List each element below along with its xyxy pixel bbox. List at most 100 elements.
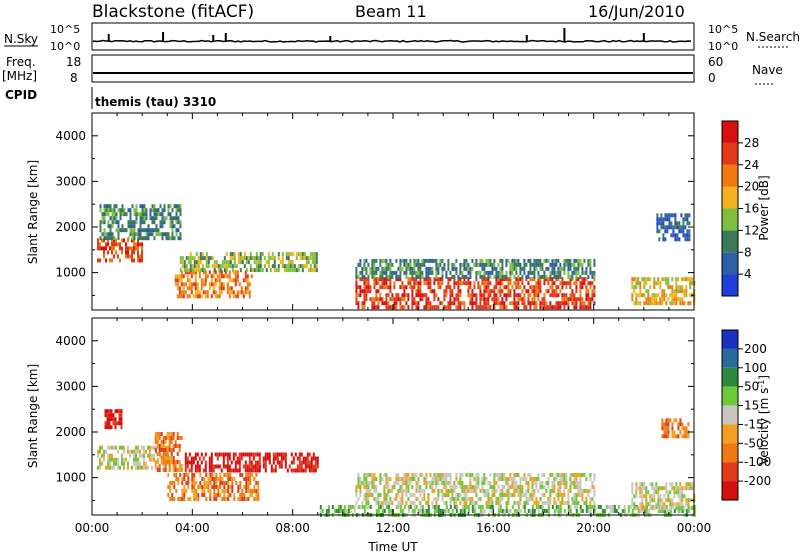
scatter-cell (431, 481, 434, 485)
scatter-cell (199, 481, 202, 485)
scatter-cell (559, 501, 562, 505)
scatter-cell (202, 456, 205, 461)
scatter-cell (259, 264, 262, 269)
scatter-cell (425, 501, 428, 505)
scatter-cell (491, 270, 494, 275)
scatter-cell (689, 301, 692, 306)
scatter-cell (183, 485, 186, 489)
scatter-cell (212, 282, 215, 287)
scatter-cell (451, 497, 454, 501)
scatter-cell (369, 289, 372, 294)
scatter-cell (469, 501, 472, 505)
scatter-cell (365, 285, 368, 290)
scatter-cell (655, 281, 658, 286)
scatter-cell (495, 274, 498, 279)
scatter-cell (180, 464, 183, 468)
scatter-cell (672, 225, 675, 230)
scatter-cell (681, 289, 684, 294)
scatter-cell (97, 238, 99, 243)
scatter-cell (219, 473, 222, 477)
scatter-cell (306, 460, 309, 465)
scatter-cell (200, 294, 203, 299)
scatter-cell (198, 294, 201, 299)
scatter-cell (477, 270, 480, 275)
scatter-cell (383, 493, 386, 497)
scatter-cell (553, 270, 556, 275)
scatter-cell (549, 262, 552, 267)
scatter-cell (575, 301, 578, 306)
scatter-cell (559, 266, 562, 271)
scatter-cell (437, 509, 440, 513)
scatter-cell (475, 293, 478, 298)
scatter-cell (241, 473, 244, 477)
scatter-cell (575, 481, 578, 485)
scatter-cell (250, 274, 253, 279)
scatter-cell (545, 301, 548, 306)
scatter-cell (465, 473, 468, 477)
scatter-cell (461, 301, 464, 306)
scatter-cell (455, 258, 458, 263)
scatter-cell (665, 509, 668, 513)
scatter-cell (437, 285, 440, 290)
scatter-cell (145, 232, 148, 237)
scatter-cell (198, 464, 201, 469)
scatter-cell (373, 477, 376, 481)
scatter-cell (447, 493, 450, 497)
scatter-cell (137, 212, 140, 217)
scatter-cell (117, 449, 119, 454)
scatter-cell (111, 238, 113, 243)
scatter-cell (282, 452, 285, 457)
scatter-cell (119, 246, 121, 251)
scatter-cell (154, 432, 157, 436)
scatter-cell (181, 264, 184, 269)
scatter-cell (539, 262, 542, 267)
scatter-cell (253, 485, 256, 489)
scatter-cell (121, 453, 123, 458)
scatter-cell (220, 290, 223, 295)
scatter-cell (587, 489, 590, 493)
scatter-cell (387, 489, 390, 493)
scatter-cell (385, 297, 388, 302)
scatter-cell (131, 232, 134, 237)
scatter-cell (635, 490, 638, 495)
scatter-cell (413, 509, 416, 513)
scatter-cell (417, 301, 420, 306)
scatter-cell (645, 509, 648, 513)
scatter-cell (683, 293, 686, 298)
scatter-cell (415, 270, 418, 275)
scatter-cell (427, 481, 430, 485)
scatter-cell (389, 266, 392, 271)
scatter-cell (381, 270, 384, 275)
scatter-cell (113, 208, 116, 213)
scatter-cell (533, 274, 536, 279)
power-data-marks (97, 204, 696, 310)
scatter-cell (113, 204, 116, 209)
scatter-cell (665, 422, 668, 427)
scatter-cell (373, 489, 376, 493)
scatter-cell (565, 477, 568, 481)
scatter-cell (259, 260, 262, 265)
scatter-cell (671, 498, 674, 503)
scatter-cell (359, 505, 362, 509)
scatter-cell (461, 274, 464, 279)
scatter-cell (441, 489, 444, 493)
scatter-cell (549, 277, 552, 282)
scatter-cell (505, 493, 508, 497)
scatter-cell (529, 305, 532, 310)
scatter-cell (401, 297, 404, 302)
scatter-cell (587, 505, 590, 509)
scatter-cell (668, 213, 671, 218)
scatter-cell (449, 277, 452, 282)
scatter-cell (308, 468, 311, 473)
scatter-cell (367, 289, 370, 294)
nsky-panel-frame (91, 22, 695, 51)
scatter-cell (537, 258, 540, 263)
scatter-cell (373, 266, 376, 271)
scatter-cell (547, 289, 550, 294)
scatter-cell (461, 481, 464, 485)
scatter-cell (379, 473, 382, 477)
scatter-cell (441, 274, 444, 279)
scatter-cell (105, 236, 108, 241)
scatter-cell (679, 297, 682, 302)
scatter-cell (676, 225, 679, 230)
